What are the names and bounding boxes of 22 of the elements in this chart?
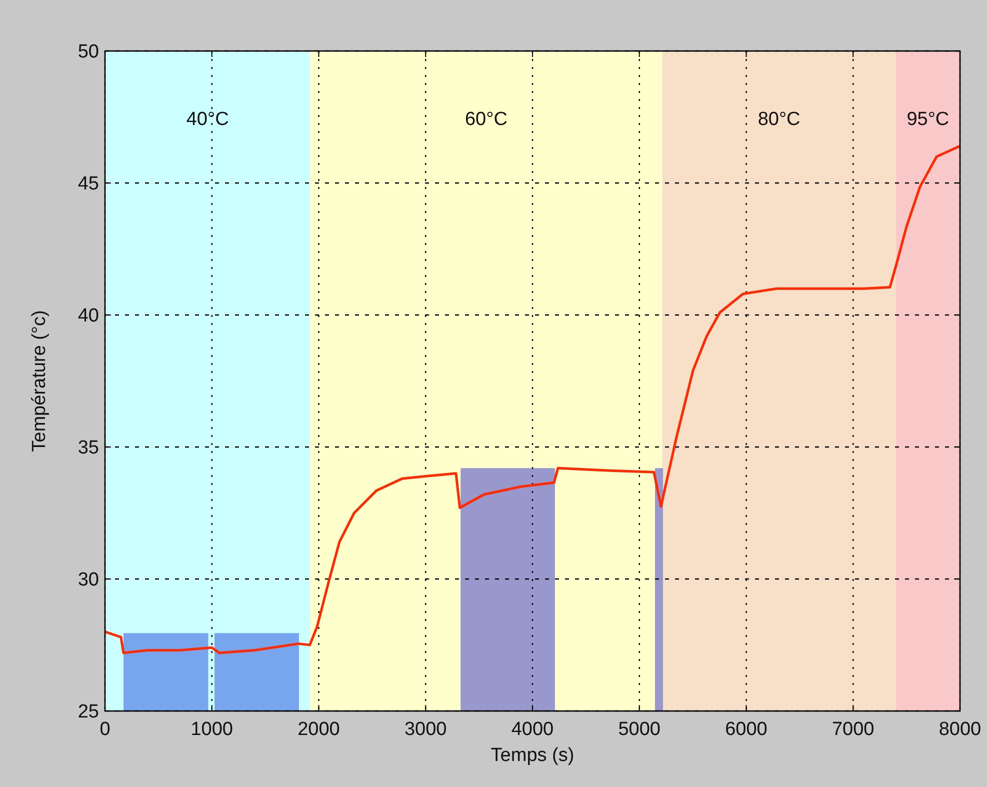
y-tick-label: 30 <box>78 570 99 591</box>
y-tick-label: 50 <box>78 42 99 63</box>
x-tick-label: 4000 <box>511 719 554 740</box>
band-label: 60°C <box>464 109 508 130</box>
band-label: 40°C <box>186 109 229 130</box>
x-tick-label: 0 <box>100 719 110 740</box>
x-tick-label: 8000 <box>938 719 982 740</box>
x-tick-label: 3000 <box>404 719 447 740</box>
x-tick-label: 5000 <box>618 719 661 740</box>
x-tick-label: 2000 <box>298 719 340 740</box>
band-label: 95°C <box>906 109 950 130</box>
y-tick-label: 45 <box>78 174 99 195</box>
x-tick-label: 7000 <box>832 719 874 740</box>
y-tick-label: 40 <box>78 306 99 327</box>
y-axis-title: Température (°c) <box>29 310 50 452</box>
line-series <box>105 144 960 654</box>
x-tick-label: 6000 <box>725 719 768 740</box>
x-tick-label: 1000 <box>190 719 234 740</box>
band-label: 80°C <box>758 109 800 130</box>
y-tick-label: 25 <box>78 702 99 723</box>
y-tick-label: 35 <box>78 438 99 459</box>
x-axis-title: Temps (s) <box>490 745 574 766</box>
